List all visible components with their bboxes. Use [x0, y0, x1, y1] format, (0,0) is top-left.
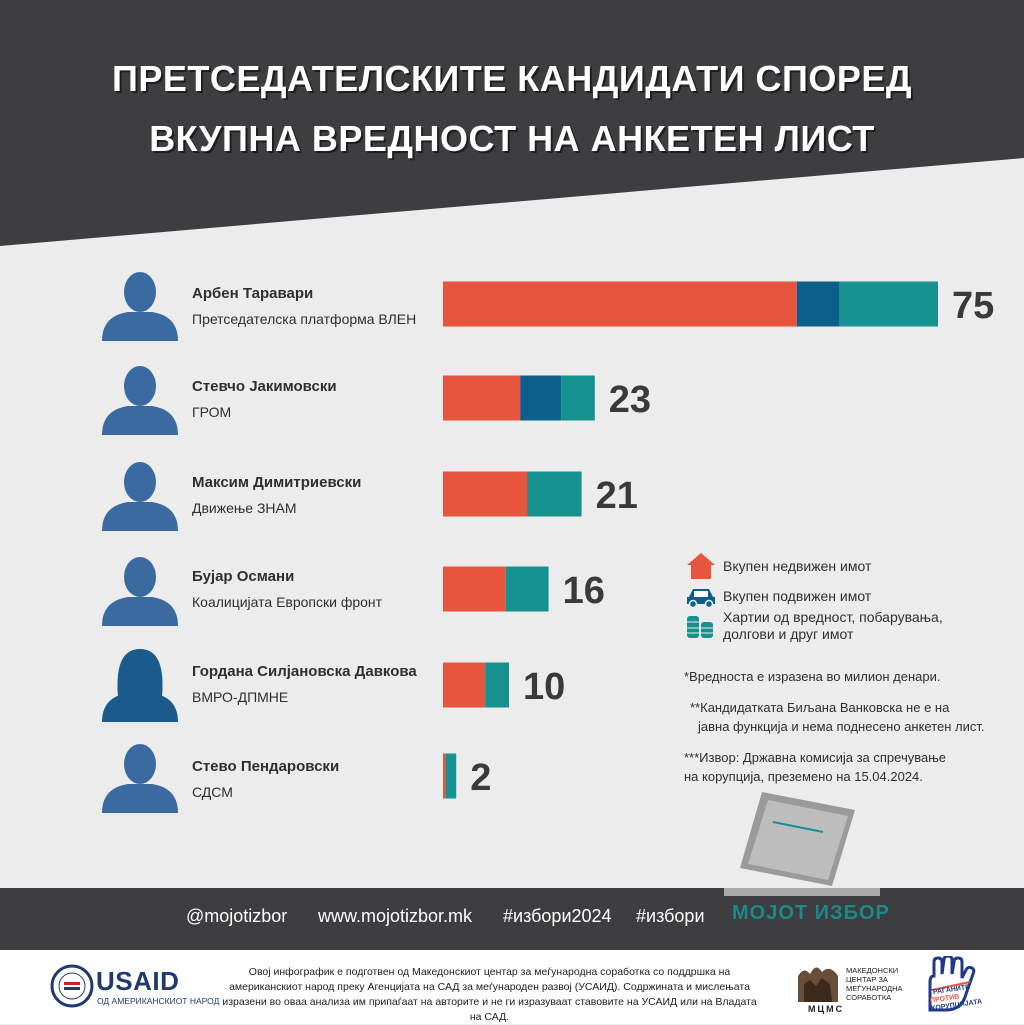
bar-total-label: 23	[609, 379, 651, 421]
candidate-name-6: Стево Пендаровски	[192, 758, 340, 775]
bar-total-label: 75	[952, 285, 994, 327]
mcms-line-1: МАКЕДОНСКИ	[846, 966, 899, 975]
note-vankovska-line-1: **Кандидатката Биљана Ванковска не е на	[690, 700, 950, 715]
bar-total-label: 16	[563, 570, 605, 612]
bar-segment	[445, 753, 457, 799]
candidate-name-4: Бујар Османи	[192, 568, 295, 585]
note-source-line-2: на корупција, преземено на 15.04.2024.	[684, 769, 923, 784]
usaid-logo-text: USAID	[96, 966, 180, 996]
candidate-party-2: ГРОМ	[192, 404, 232, 420]
legend-vehicles: Вкупен подвижен имот	[723, 588, 872, 604]
male-avatar-icon	[102, 744, 178, 813]
website-link[interactable]: www.mojotizbor.mk	[318, 906, 473, 926]
candidate-name-2: Стевчо Јакимовски	[192, 378, 337, 395]
mcms-letters: МЦМС	[808, 1004, 845, 1014]
mcms-line-2: ЦЕНТАР ЗА	[846, 975, 888, 984]
bar-segment	[561, 375, 595, 421]
note-source-line-1: ***Извор: Државна комисија за спречување	[684, 750, 946, 765]
bar-segment	[443, 566, 506, 612]
ballot-box-icon	[724, 792, 880, 896]
header-band	[0, 0, 1024, 246]
hashtag-elections[interactable]: #избори	[636, 906, 705, 926]
bar-segment	[443, 281, 797, 327]
bar-total-label: 10	[523, 666, 565, 708]
note-currency: *Вредноста е изразена во милион денари.	[684, 669, 941, 684]
bar-segment	[527, 471, 582, 517]
bar-total-label: 21	[596, 475, 638, 517]
page-title-line-2: ВКУПНА ВРЕДНОСТ НА АНКЕТЕН ЛИСТ	[149, 118, 875, 159]
disclaimer-text: Овој инфографик е подготвен од Македонск…	[222, 966, 757, 1023]
coins-icon	[687, 616, 713, 638]
bar-total-label: 2	[470, 757, 491, 799]
female-avatar-icon	[102, 649, 178, 722]
bottom-bar	[0, 950, 1024, 1024]
candidate-party-6: СДСМ	[192, 784, 233, 800]
male-avatar-icon	[102, 272, 178, 341]
hashtag-elections-2024[interactable]: #избори2024	[503, 906, 612, 926]
note-vankovska-line-2: јавна функција и нема поднесено анкетен …	[698, 719, 985, 734]
male-avatar-icon	[102, 557, 178, 626]
male-avatar-icon	[102, 462, 178, 531]
usaid-seal-icon	[50, 964, 94, 1008]
candidate-party-3: Движење ЗНАМ	[192, 500, 297, 516]
mcms-logo-icon	[798, 967, 838, 1002]
candidate-name-5: Гордана Силјановска Давкова	[192, 663, 417, 680]
candidate-party-1: Претседателска платформа ВЛЕН	[192, 311, 417, 327]
footer-band	[0, 888, 1024, 950]
male-avatar-icon	[102, 366, 178, 435]
mcms-line-3: МЕЃУНАРОДНА	[846, 984, 903, 993]
bar-segment	[443, 753, 446, 799]
page-title-line-1: ПРЕТСЕДАТЕЛСКИТЕ КАНДИДАТИ СПОРЕД	[111, 58, 913, 99]
candidate-name-3: Максим Димитриевски	[192, 474, 362, 491]
bar-segment	[485, 662, 509, 708]
bar-segment	[443, 471, 528, 517]
bar-segment	[443, 375, 521, 421]
car-icon	[687, 589, 715, 609]
citizens-hand-logo-icon	[928, 956, 976, 1012]
bar-segment	[443, 662, 486, 708]
candidate-party-4: Коалицијата Европски фронт	[192, 594, 383, 610]
legend-real-estate: Вкупен недвижен имот	[723, 558, 872, 574]
candidate-name-1: Арбен Таравари	[192, 285, 314, 302]
mcms-name: МАКЕДОНСКИ ЦЕНТАР ЗА МЕЃУНАРОДНА СОРАБОТ…	[846, 966, 903, 1002]
candidate-party-5: ВМРО-ДПМНЕ	[192, 689, 289, 705]
bar-segment	[520, 375, 562, 421]
bar-segment	[839, 281, 938, 327]
house-icon	[687, 553, 715, 579]
bar-segment	[505, 566, 549, 612]
brand-logo-text: МОЈОТ ИЗБОР	[732, 902, 890, 924]
social-handle-link[interactable]: @mojotizbor	[186, 906, 288, 926]
legend-securities-line-2: долгови и друг имот	[723, 626, 854, 642]
legend-securities-line-1: Хартии од вредност, побарувања,	[723, 609, 943, 625]
mcms-line-4: СОРАБОТКА	[846, 993, 892, 1002]
bar-segment	[796, 281, 839, 327]
usaid-subtitle: ОД АМЕРИКАНСКИОТ НАРОД	[97, 996, 220, 1006]
